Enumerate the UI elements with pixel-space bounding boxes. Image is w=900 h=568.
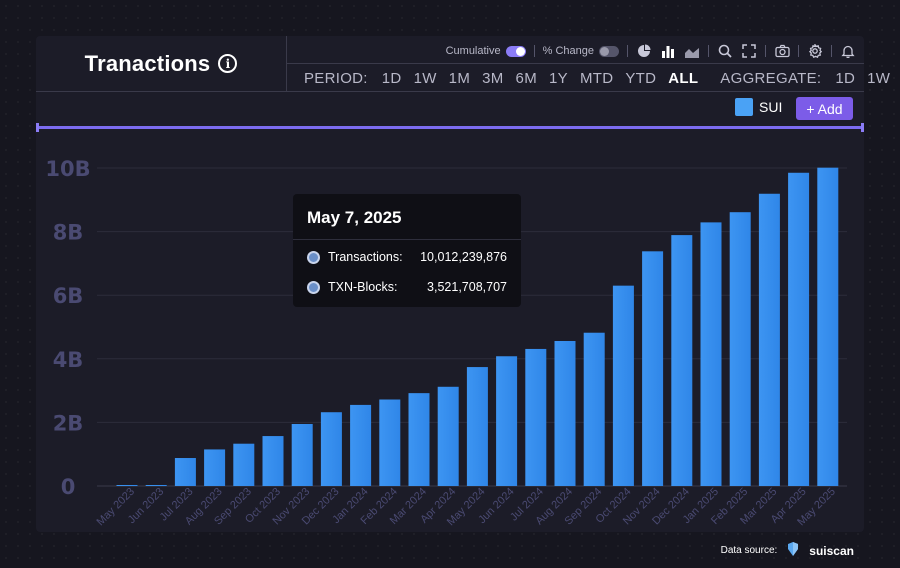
series-chip[interactable]: SUI [735,98,782,116]
series-swatch [735,98,753,116]
tooltip-label: Transactions: [328,250,403,264]
toolbar: Cumulative % Change [446,40,856,62]
toolbar-separator [708,45,709,57]
bar [233,443,255,486]
bar [379,399,401,486]
toolbar-separator [765,45,766,57]
period-option-6m[interactable]: 6M [515,69,537,87]
bar [174,458,196,486]
bar [758,193,780,486]
range-slider-left-handle[interactable] [36,123,39,132]
add-series-button[interactable]: + Add [796,97,853,120]
cumulative-label: Cumulative [445,45,501,57]
period-option-all[interactable]: ALL [668,69,699,87]
data-source-footer: Data source: suiscan [721,541,854,560]
period-label: PERIOD: [304,69,368,87]
tooltip-label: TXN-Blocks: [328,280,398,294]
bar [116,485,138,486]
tooltip-row-transactions: Transactions: 10,012,239,876 [307,250,507,264]
toolbar-separator [798,45,799,57]
title-box: Tranactions i [36,36,287,91]
period-option-1w[interactable]: 1W [413,69,437,87]
data-source-label: Data source: [720,545,778,556]
camera-icon[interactable] [774,43,790,59]
bar [496,356,518,486]
toolbar-separator [627,45,628,57]
bar [320,412,342,486]
chart-tooltip: May 7, 2025 Transactions: 10,012,239,876… [293,194,521,307]
bar [204,449,226,486]
period-option-mtd[interactable]: MTD [579,69,614,87]
aggregate-option-1w[interactable]: 1W [867,69,891,87]
tooltip-value: 3,521,708,707 [427,280,507,294]
bar [350,404,372,486]
period-option-3m[interactable]: 3M [482,69,504,87]
gear-icon[interactable] [807,43,823,59]
bar [262,436,284,486]
tooltip-divider [293,239,521,240]
tooltip-date: May 7, 2025 [307,208,402,227]
range-slider-track[interactable] [36,126,864,129]
bar-chart-icon[interactable] [660,43,676,59]
cumulative-toggle[interactable] [505,45,526,57]
data-source-brand: suiscan [809,543,854,558]
bar [583,332,605,486]
toolbar-separator [533,45,535,57]
period-option-1m[interactable]: 1M [448,69,471,87]
pct-change-toggle-group[interactable]: % Change [543,45,619,57]
header-divider [36,91,864,92]
tooltip-series-dot [307,280,320,294]
bar [291,423,313,486]
period-bar: PERIOD: 1D 1W 1M 3M 6M 1Y MTD YTD ALL AG… [304,68,890,88]
area-chart-icon[interactable] [684,43,700,59]
bar [642,251,664,486]
page-title: Tranactions [84,50,211,76]
search-icon[interactable] [717,43,733,59]
bar [408,393,430,486]
bar [817,167,839,486]
toolbar-separator [831,45,832,57]
y-tick-label: 10B [45,157,90,181]
y-tick-label: 0 [61,475,76,499]
range-slider-right-handle[interactable] [861,123,864,132]
y-tick-label: 6B [53,284,84,308]
aggregate-option-1d[interactable]: 1D [835,69,856,87]
period-option-ytd[interactable]: YTD [625,69,657,87]
bar [554,340,576,486]
bar [671,235,693,486]
y-tick-label: 2B [53,411,84,435]
tooltip-value: 10,012,239,876 [420,250,507,264]
bar [437,386,459,486]
y-tick-label: 8B [53,221,84,245]
suiscan-logo-icon [785,541,801,560]
period-option-1y[interactable]: 1Y [548,69,568,87]
series-chip-label: SUI [759,99,783,115]
tooltip-row-txn-blocks: TXN-Blocks: 3,521,708,707 [307,280,507,294]
bar [700,222,722,487]
bar [145,485,167,486]
bar [788,172,810,486]
fullscreen-icon[interactable] [741,43,757,59]
pct-change-toggle[interactable] [599,45,619,57]
pct-change-label: % Change [542,45,594,57]
bar [525,348,547,486]
toolbar-divider [286,63,864,64]
bar [466,367,488,486]
tooltip-series-dot [307,250,320,264]
bar [612,285,634,486]
aggregate-label: AGGREGATE: [720,69,822,87]
pie-chart-icon[interactable] [636,43,652,59]
y-tick-label: 4B [53,348,84,372]
bar [729,212,751,486]
info-icon[interactable]: i [218,54,238,73]
bell-icon[interactable] [840,43,856,59]
period-option-1d[interactable]: 1D [381,69,402,87]
cumulative-toggle-group[interactable]: Cumulative [446,45,526,57]
